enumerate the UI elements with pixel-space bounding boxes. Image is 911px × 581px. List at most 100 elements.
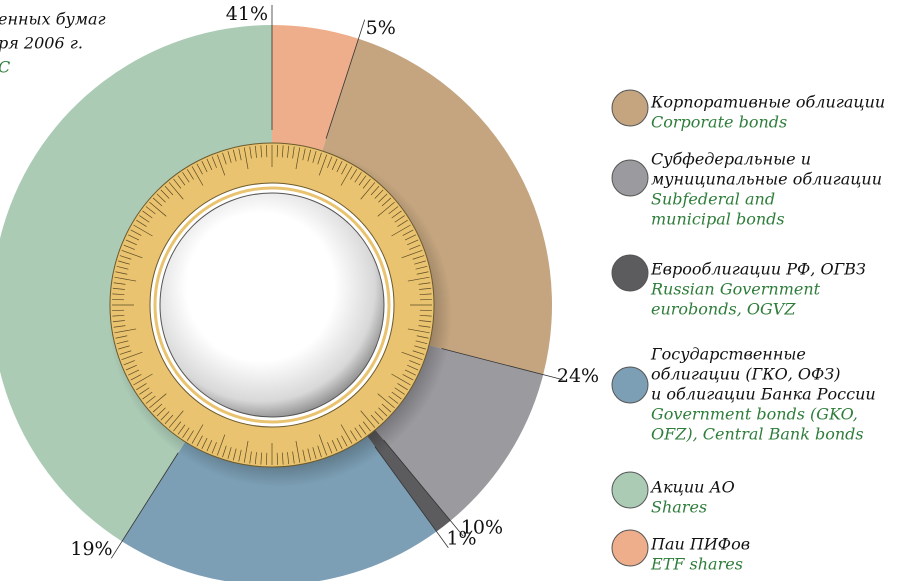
ring-tick <box>287 145 290 158</box>
ring-tick <box>177 175 186 186</box>
ring-tick <box>416 335 429 339</box>
ring-tick <box>331 440 338 452</box>
legend-label: облигации (ГКО, ОФЗ) <box>651 365 841 384</box>
ring-tick <box>402 229 414 236</box>
legend-label: муниципальные облигации <box>651 170 882 189</box>
ring-tick <box>113 282 126 285</box>
ring-tick <box>201 161 208 173</box>
ring-tick <box>295 147 301 170</box>
ring-tick <box>118 345 130 350</box>
ring-tick <box>418 325 431 328</box>
ring-tick <box>113 325 126 328</box>
ring-tick <box>409 360 421 366</box>
ring-tick <box>358 424 367 435</box>
slice <box>121 434 437 581</box>
ring-tick <box>191 424 204 444</box>
ring-tick <box>388 395 399 404</box>
ring-tick <box>112 287 125 290</box>
ring-tick <box>415 340 428 345</box>
legend-label: Субфедеральные и <box>651 150 811 169</box>
ring-tick <box>391 210 402 219</box>
ring-tick <box>156 193 166 203</box>
ring-tick <box>318 434 328 456</box>
ring-tick <box>407 276 430 282</box>
ring-tick <box>156 407 166 417</box>
legend-label: Акции АО <box>650 478 735 497</box>
ring-tick <box>407 328 430 334</box>
ring-tick <box>336 161 343 173</box>
ring-line <box>153 186 391 424</box>
ring-tick <box>243 147 249 170</box>
labels: 24% 10%1% 19% 41% 5% <box>70 3 599 560</box>
ring-tick <box>142 391 153 400</box>
ring-tick <box>327 156 333 168</box>
ring-tick <box>402 374 414 381</box>
ring-tick <box>312 151 317 163</box>
legend-swatch <box>611 254 649 292</box>
ring-tick <box>164 414 174 425</box>
legend-label-en: Shares <box>651 498 707 517</box>
ring-tick <box>186 169 194 180</box>
leader-line <box>110 452 179 559</box>
ring-tick <box>128 234 140 241</box>
ring-tick <box>416 271 429 275</box>
ring-tick <box>121 249 143 259</box>
legend-label-en: ETF shares <box>650 555 743 574</box>
ring-tick <box>394 387 405 395</box>
ring-tick <box>260 145 263 158</box>
ring-tick <box>232 448 237 461</box>
legend-label: Государственные <box>650 345 806 364</box>
ring-tick <box>302 449 306 462</box>
value-label: 24% <box>557 365 599 387</box>
ring-tick <box>116 340 129 345</box>
ring-tick <box>177 424 186 435</box>
ring-tick <box>142 210 153 219</box>
ring-tick <box>327 442 333 454</box>
ring-tick <box>362 421 371 432</box>
ring-tick <box>222 152 227 165</box>
hole <box>159 192 385 418</box>
ring-tick <box>136 219 147 227</box>
ring-tick <box>206 440 213 452</box>
ring-tick <box>130 374 142 381</box>
ring-tick <box>370 185 380 196</box>
ring-tick <box>173 178 182 189</box>
ring-tick <box>160 411 170 421</box>
ring-tick <box>317 152 322 165</box>
ring-tick <box>254 452 257 465</box>
ring-tick <box>227 151 232 163</box>
ring-tick <box>418 282 431 285</box>
ring-tick <box>414 345 426 350</box>
ring-tick <box>168 410 184 428</box>
slice <box>0 25 272 542</box>
ring-tick <box>125 239 137 246</box>
ring-tick <box>114 328 137 334</box>
ring-tick <box>331 158 338 170</box>
ring-tick <box>401 351 423 361</box>
ring-tick <box>360 410 376 428</box>
ring-tick <box>119 255 132 260</box>
ring-tick <box>307 448 312 461</box>
ring-tick <box>401 249 423 259</box>
ring-tick <box>391 373 411 386</box>
value-label: 10% <box>461 516 503 538</box>
ring-tick <box>354 427 362 438</box>
ring-tick <box>419 320 432 323</box>
ring-tick <box>391 391 402 400</box>
legend-label-en: municipal bonds <box>651 210 785 229</box>
ring-tick <box>191 166 204 186</box>
ring-tick <box>243 440 249 463</box>
ring-tick <box>152 403 163 413</box>
value-label: 19% <box>70 538 112 560</box>
ring-tick <box>312 447 317 459</box>
ring-tick <box>112 293 125 296</box>
ring-tick <box>302 148 306 161</box>
ring-tick <box>414 260 426 265</box>
ring-tick <box>119 350 132 355</box>
ring-tick <box>133 373 153 386</box>
ring-tick <box>404 369 416 376</box>
ring-tick <box>412 255 425 260</box>
ring-tick <box>238 148 242 161</box>
